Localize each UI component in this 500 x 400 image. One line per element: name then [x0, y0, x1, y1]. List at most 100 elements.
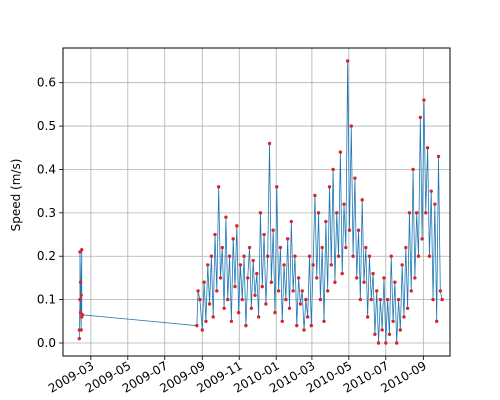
data-point: [206, 263, 210, 267]
y-axis-label: Speed (m/s): [9, 159, 23, 232]
data-point: [389, 254, 393, 258]
data-point: [278, 245, 283, 250]
data-point: [344, 245, 348, 250]
data-point: [284, 297, 288, 302]
data-point: [211, 315, 215, 319]
y-tick-label: 0.3: [37, 206, 56, 220]
axes-frame: [62, 47, 451, 357]
data-point: [409, 289, 413, 293]
data-point: [333, 280, 337, 284]
data-point: [327, 185, 332, 189]
data-point: [393, 280, 397, 284]
data-point: [242, 254, 246, 258]
data-point: [258, 211, 263, 215]
data-point: [422, 98, 426, 102]
data-point: [77, 336, 82, 341]
data-point: [373, 332, 377, 337]
data-point: [240, 297, 244, 302]
y-tick-label: 0.2: [37, 249, 56, 263]
data-point: [349, 124, 353, 128]
data-point: [220, 245, 224, 250]
data-point: [407, 211, 412, 215]
data-point: [204, 319, 208, 323]
data-point: [307, 254, 312, 258]
data-point: [365, 315, 370, 319]
data-point: [411, 167, 415, 172]
data-point: [438, 289, 443, 293]
data-point: [202, 280, 206, 284]
data-point: [336, 254, 341, 258]
data-point: [305, 315, 310, 319]
data-point: [200, 328, 204, 332]
data-point: [224, 215, 228, 219]
data-point: [364, 245, 368, 250]
data-point: [289, 219, 294, 224]
data-point: [195, 323, 199, 328]
data-point: [235, 224, 239, 228]
data-point: [267, 141, 272, 146]
data-point: [227, 254, 232, 258]
data-point: [251, 258, 255, 263]
data-point: [402, 315, 406, 319]
data-point: [320, 245, 324, 250]
data-point: [80, 313, 85, 317]
data-point: [273, 310, 277, 315]
data-point: [420, 237, 424, 241]
data-point: [209, 254, 214, 258]
data-point: [236, 310, 241, 315]
data-point: [79, 293, 83, 297]
data-point: [360, 198, 364, 202]
data-point: [255, 271, 259, 276]
data-point: [198, 297, 202, 302]
data-point: [79, 328, 83, 332]
data-point: [358, 297, 363, 302]
data-point: [295, 323, 299, 328]
data-point: [275, 185, 279, 189]
data-point: [264, 302, 268, 306]
data-point: [233, 284, 237, 289]
data-point: [440, 297, 444, 302]
data-point: [378, 297, 383, 302]
data-point: [335, 211, 339, 215]
data-point: [371, 271, 375, 276]
data-point: [380, 328, 384, 332]
data-point: [298, 302, 303, 306]
data-point: [416, 254, 421, 258]
data-point: [300, 289, 304, 293]
data-point: [287, 306, 292, 310]
data-point: [325, 289, 330, 293]
data-point: [276, 289, 281, 293]
y-tick-label: 0.4: [37, 162, 56, 176]
data-point: [418, 115, 423, 120]
data-point: [316, 211, 321, 215]
data-point: [324, 219, 328, 224]
data-point: [385, 297, 390, 302]
data-point: [413, 276, 417, 280]
data-point: [431, 297, 435, 302]
y-tick-label: 0.6: [37, 76, 56, 90]
data-point: [78, 280, 83, 284]
data-point: [247, 245, 252, 250]
data-point: [293, 254, 297, 258]
data-point: [285, 237, 290, 241]
data-point: [253, 293, 257, 297]
data-point: [218, 276, 223, 280]
data-point: [80, 248, 84, 252]
grid-lines: [63, 48, 450, 356]
data-point: [398, 328, 403, 332]
data-point: [304, 297, 308, 302]
axes: 2009-032009-052009-072009-092009-112010-…: [37, 47, 451, 396]
data-point: [238, 263, 243, 267]
data-point: [384, 341, 388, 345]
data-point: [376, 341, 381, 345]
data-point: [375, 289, 379, 293]
data-point: [311, 263, 315, 267]
data-point: [414, 211, 419, 215]
data-point: [369, 297, 373, 302]
data-point: [313, 193, 317, 198]
data-point: [215, 289, 219, 293]
data-point: [329, 263, 333, 267]
data-point: [291, 289, 295, 293]
data-point: [353, 176, 357, 180]
